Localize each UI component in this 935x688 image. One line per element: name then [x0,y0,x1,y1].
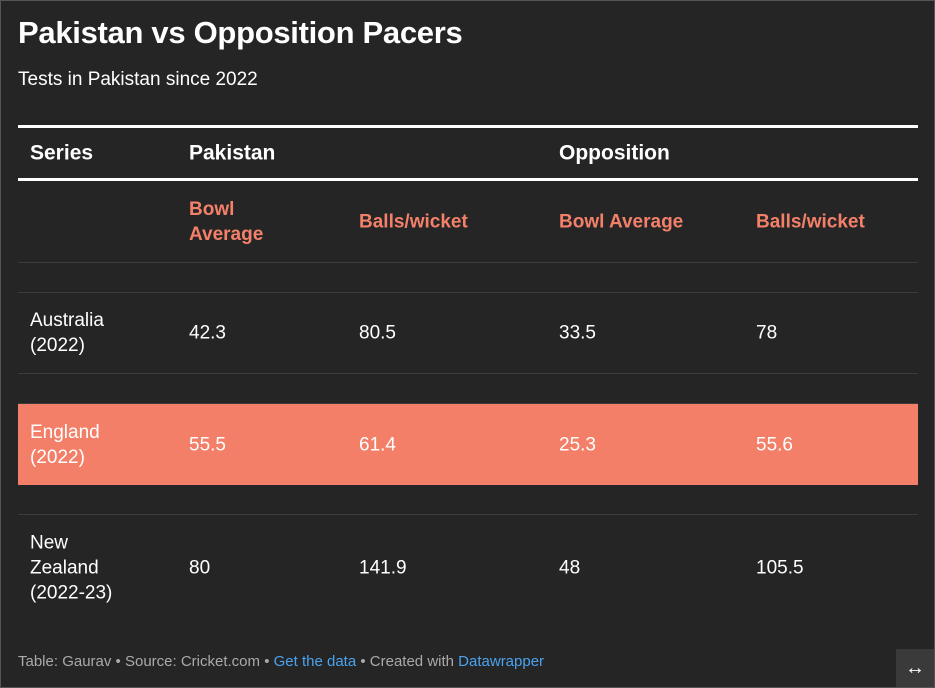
value-cell: 61.4 [359,434,396,455]
footer-created: Created with [369,653,454,670]
spacer-row [18,485,918,515]
table-header: Series Pakistan Opposition [18,125,918,181]
subheader-pak-balls-wicket[interactable]: Balls/wicket [359,211,468,232]
get-data-link[interactable]: Get the data [273,653,357,670]
expand-icon[interactable]: ↔ [896,649,934,687]
value-cell: 141.9 [359,557,407,579]
value-cell: 80 [189,557,211,579]
value-cell: 25.3 [559,434,596,455]
header-series[interactable]: Series [30,141,94,165]
footer-source: Source: Cricket.com [124,653,261,670]
value-cell: 48 [559,557,581,579]
subheader-opp-balls-wicket[interactable]: Balls/wicket [756,211,865,232]
spacer-row [18,374,918,404]
value-cell: 55.6 [756,434,793,455]
separator: • [111,653,125,670]
value-cell: 42.3 [189,322,226,344]
table-row: Australia (2022) 42.3 80.5 33.5 78 [18,293,918,374]
data-table: Series Pakistan Opposition Bowl Average … [18,125,918,621]
series-cell: England (2022) [30,421,100,468]
value-cell: 55.5 [189,434,226,455]
value-cell: 33.5 [559,322,596,344]
spacer-row [18,263,918,293]
series-cell: Australia (2022) [30,310,104,356]
separator: • [356,653,370,670]
footer: Table: Gaurav • Source: Cricket.com • Ge… [18,653,544,670]
subheader-pak-bowl-average[interactable]: Bowl Average [189,198,264,245]
footer-table-credit: Table: Gaurav [18,653,112,670]
chart-subtitle: Tests in Pakistan since 2022 [18,69,258,90]
chart-title: Pakistan vs Opposition Pacers [18,15,463,50]
value-cell: 78 [756,322,778,344]
subheader-opp-bowl-average[interactable]: Bowl Average [559,211,684,232]
value-cell: 80.5 [359,322,396,344]
series-cell: New Zealand (2022-23) [30,532,113,604]
header-opposition: Opposition [559,141,670,165]
separator: • [260,653,274,670]
header-pakistan: Pakistan [189,141,276,165]
table-row: New Zealand (2022-23) 80 141.9 48 105.5 [18,515,918,621]
table-row-highlighted: England (2022) 55.5 61.4 25.3 55.6 [18,404,918,485]
value-cell: 105.5 [756,557,804,579]
table-subheader: Bowl Average Balls/wicket Bowl Average B… [18,181,918,263]
datawrapper-link[interactable]: Datawrapper [458,653,545,670]
